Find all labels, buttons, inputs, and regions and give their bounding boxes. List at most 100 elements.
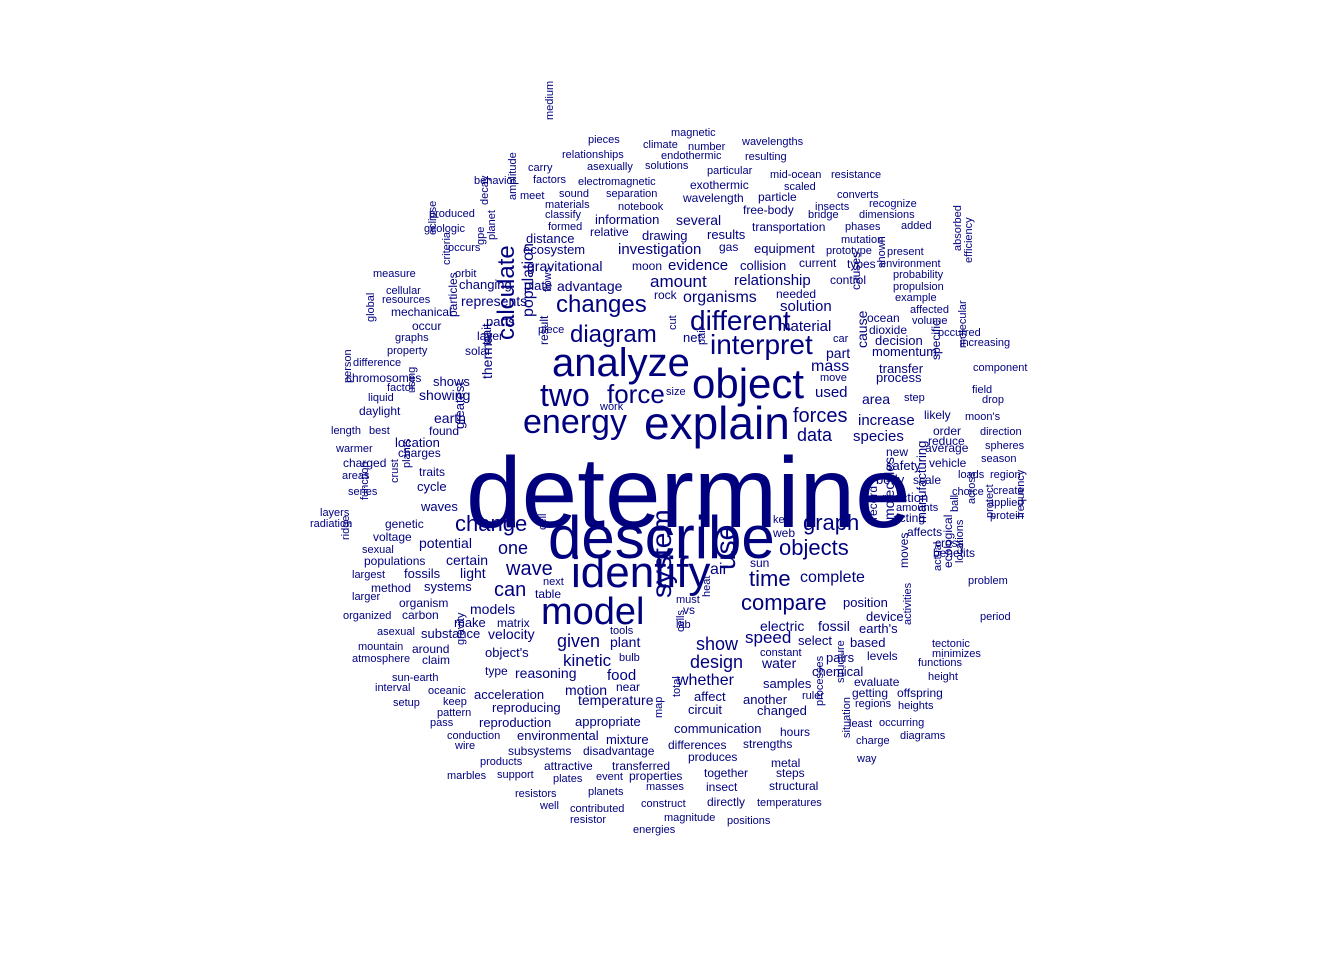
word-device: device [866,609,904,624]
word-season: season [981,453,1017,465]
word-field: field [972,384,993,396]
word-record: record [866,485,880,520]
word-scale: scale [913,473,942,487]
word-transportation: transportation [752,220,826,234]
word-ecosystem: ecosystem [523,242,586,257]
word-present: present [887,246,924,258]
word-body: body [876,472,905,487]
word-keep: keep [443,696,467,708]
word-difference: difference [353,357,402,369]
word-graph: graph [803,510,860,535]
word-length: length [331,425,361,437]
word-mechanical: mechanical [391,305,452,319]
word-acting: acting [893,511,926,525]
word-force: force [607,379,665,409]
word-marbles: marbles [447,770,487,782]
word-applied: applied [988,497,1024,509]
word-number: number [688,141,726,153]
word-setup: setup [393,697,420,709]
word-planet: planet [486,210,498,240]
word-tectonic: tectonic [932,638,970,650]
word-solar: solar [465,344,492,358]
word-amplitude: amplitude [507,152,519,200]
word-support: support [497,769,534,781]
word-molecular: molecular [957,300,969,348]
word-produces: produces [688,750,738,764]
word-factors: factors [533,174,567,186]
word-organisms: organisms [683,289,757,306]
word-near: near [616,680,641,694]
word-car: car [833,333,849,345]
word-data: data [797,425,833,445]
word-protein: protein [990,510,1024,522]
word-one: one [498,538,529,558]
word-properties: properties [629,769,683,783]
word-converts: converts [837,189,879,201]
word-hours: hours [780,725,811,739]
word-layer: layer [477,329,504,343]
word-endothermic: endothermic [661,150,722,162]
word-person: person [342,349,354,383]
word-vehicle: vehicle [929,456,967,470]
word-loads: loads [958,469,985,481]
word-transferred: transferred [612,759,671,773]
word-certain: certain [446,552,489,568]
word-potential: potential [419,535,472,551]
word-construct: construct [641,798,686,810]
word-collision: collision [740,258,787,273]
word-wave: wave [506,558,553,580]
word-amount: amount [650,272,707,291]
word-mixture: mixture [606,732,649,747]
word-specific: specific [929,319,943,360]
word-investigation: investigation [618,241,702,258]
word-charge: charge [856,735,890,747]
word-differences: differences [668,738,727,752]
word-factor: factor [387,382,415,394]
word-create: create [993,485,1024,497]
word-property: property [387,345,428,357]
word-moon: moon [632,259,663,273]
word-energy: energy [523,403,627,441]
word-traits: traits [419,465,446,479]
word-carbon: carbon [402,608,439,622]
word-causes: causes [849,251,863,290]
word-liquid: liquid [368,392,394,404]
word-pass: pass [430,717,454,729]
word-resistance: resistance [831,169,882,181]
word-earth: earth [434,410,466,426]
word-least: least [849,718,873,730]
word-different: different [690,305,791,336]
word-gravitational: gravitational [527,258,603,274]
word-greatest: greatest [452,382,467,429]
word-transfer: transfer [879,361,924,376]
word-occurring: occurring [879,717,925,729]
word-matrix: matrix [497,616,530,630]
word-used: used [815,384,848,401]
word-environment: environment [880,258,941,270]
word-organism: organism [399,596,449,610]
word-safety: safety [886,458,921,473]
word-separation: separation [606,188,658,200]
word-must: must [676,594,700,606]
word-gas: gas [719,240,739,254]
word-time: time [749,566,791,591]
word-period: period [980,611,1011,623]
word-daylight: daylight [359,404,401,418]
word-systems: systems [424,579,472,594]
word-substance: substance [421,626,481,641]
word-process: process [876,370,922,385]
word-claim: claim [422,653,451,667]
word-dimensions: dimensions [859,209,915,221]
word-affects: affects [907,525,943,539]
word-advantage: advantage [557,278,623,294]
word-increasing: increasing [960,337,1011,349]
word-meet: meet [520,190,545,202]
word-found: found [429,424,460,438]
word-net: net [683,330,702,345]
word-asexually: asexually [587,161,633,173]
word-efficiency: efficiency [963,217,975,263]
word-web: web [773,526,796,540]
word-levels: levels [867,649,898,663]
word-interpret: interpret [710,329,813,360]
word-changed: changed [757,703,807,718]
